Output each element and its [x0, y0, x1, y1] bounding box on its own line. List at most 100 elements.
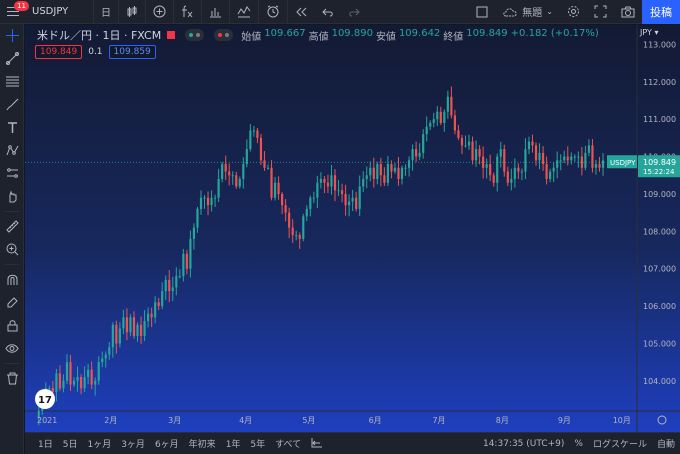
- candle-body: [580, 156, 583, 168]
- alert-button[interactable]: [259, 0, 288, 24]
- candle-body: [422, 134, 425, 153]
- candle-body: [136, 324, 139, 336]
- publish-button[interactable]: 投稿: [642, 0, 680, 24]
- layout-button[interactable]: [469, 0, 495, 24]
- candle-body: [316, 182, 319, 198]
- undo-button[interactable]: [315, 0, 341, 24]
- chart-type-button[interactable]: [119, 0, 146, 24]
- open-label: 始値: [241, 31, 262, 43]
- candle-body: [365, 175, 368, 180]
- candle-body: [429, 122, 432, 127]
- candle-body: [288, 212, 291, 228]
- fib-tool[interactable]: [0, 70, 24, 93]
- crosshair-tool[interactable]: [0, 24, 24, 47]
- compare-button[interactable]: [146, 0, 174, 24]
- candle-body: [355, 197, 358, 209]
- range-1y[interactable]: 1年: [225, 440, 241, 450]
- replay-button[interactable]: [288, 0, 315, 24]
- legend-title[interactable]: 米ドル／円 · 1日 · FXCM: [37, 29, 162, 42]
- candle-body: [446, 96, 449, 112]
- shapes-tool[interactable]: [0, 185, 24, 208]
- candle-body: [79, 377, 83, 389]
- series-legend: 米ドル／円 · 1日 · FXCM 始値 109.667 高値 109.890 安値…: [37, 27, 599, 43]
- interval-button[interactable]: 日: [94, 0, 119, 24]
- price-tick-label: 111.000: [643, 115, 676, 124]
- symbol-search[interactable]: USDJPY: [26, 0, 94, 24]
- range-3m[interactable]: 3ヶ月: [121, 440, 145, 450]
- candle-body: [309, 197, 312, 209]
- financials-button[interactable]: [202, 0, 230, 24]
- snapshot-button[interactable]: [614, 0, 642, 24]
- candle-body: [189, 238, 192, 269]
- lock-tool[interactable]: [0, 314, 24, 337]
- candle-body: [48, 388, 51, 390]
- redo-button[interactable]: [341, 0, 367, 24]
- percent-toggle[interactable]: %: [574, 438, 583, 449]
- range-all[interactable]: すべて: [275, 440, 302, 450]
- templates-button[interactable]: [230, 0, 259, 24]
- zoom-in-icon: [6, 243, 18, 256]
- settings-button[interactable]: [560, 0, 587, 24]
- time-tick-label: 10月: [613, 416, 631, 425]
- menu-button[interactable]: 11: [0, 0, 29, 24]
- candle-body: [129, 317, 132, 333]
- symbol-tag: [607, 155, 637, 169]
- range-6m[interactable]: 6ヶ月: [154, 440, 179, 450]
- candle-body: [400, 167, 404, 180]
- market-status-pill[interactable]: [185, 29, 205, 41]
- brush-tool[interactable]: [0, 93, 24, 116]
- stay-drawing-tool[interactable]: [0, 291, 24, 314]
- price-chart[interactable]: 104.000 105.000 106.000 107.000 108.000 109.0…: [25, 25, 680, 432]
- buy-button[interactable]: 109.859: [108, 45, 156, 59]
- camera-icon: [621, 6, 635, 17]
- range-1m[interactable]: 1ヶ月: [87, 440, 112, 450]
- pattern-tool[interactable]: [0, 139, 24, 162]
- close-value: 109.849: [466, 27, 508, 39]
- auto-scale-toggle[interactable]: 自動: [656, 440, 675, 450]
- magnet-tool[interactable]: [0, 268, 24, 291]
- candle-body: [69, 362, 72, 385]
- candle-body: [474, 149, 478, 161]
- candle-body: [439, 111, 442, 123]
- prediction-tool[interactable]: [0, 162, 24, 185]
- text-tool[interactable]: [0, 116, 24, 139]
- chart-pane[interactable]: 104.000 105.000 106.000 107.000 108.000 109.0…: [25, 25, 680, 432]
- trendline-tool[interactable]: [0, 47, 24, 70]
- candle-body: [150, 313, 153, 318]
- candle-body: [460, 137, 464, 146]
- indicators-button[interactable]: [174, 0, 202, 24]
- range-5y[interactable]: 5年: [250, 440, 266, 450]
- candle-body: [224, 164, 227, 172]
- visibility-tool[interactable]: [0, 337, 24, 360]
- clock-timezone[interactable]: 14:37:35 (UTC+9): [482, 438, 565, 449]
- data-status-pill[interactable]: [214, 29, 234, 41]
- date-range-button[interactable]: [306, 437, 328, 451]
- hand-pointer-icon: [9, 190, 16, 203]
- candle-body: [284, 205, 287, 213]
- candle-body: [499, 149, 502, 157]
- status-dot-icon: [225, 33, 230, 37]
- ruler-icon: [5, 220, 19, 233]
- log-scale-toggle[interactable]: ログスケール: [592, 440, 647, 450]
- currency-selector[interactable]: JPY ▾: [640, 28, 659, 37]
- sell-button[interactable]: 109.849: [35, 45, 83, 59]
- candle-body: [175, 276, 178, 288]
- candle-body: [87, 369, 90, 378]
- zoom-tool[interactable]: [0, 238, 24, 261]
- save-layout-button[interactable]: 無題 ⌄: [495, 0, 560, 24]
- notification-badge: 11: [14, 0, 29, 11]
- candle-body: [101, 358, 104, 363]
- fullscreen-button[interactable]: [587, 0, 614, 24]
- range-1d[interactable]: 1日: [38, 440, 53, 450]
- remove-drawings-tool[interactable]: [0, 367, 24, 390]
- trade-buttons: 109.849 0.1 109.859: [35, 45, 156, 59]
- ruler-tool[interactable]: [0, 215, 24, 238]
- range-ytd[interactable]: 年初来: [188, 440, 216, 450]
- candle-body: [520, 171, 524, 173]
- candle-body: [538, 152, 541, 161]
- candle-body: [467, 141, 471, 146]
- candle-body: [598, 164, 601, 168]
- candle-body: [83, 377, 86, 389]
- range-5d[interactable]: 5日: [62, 440, 78, 450]
- candle-body: [340, 190, 344, 194]
